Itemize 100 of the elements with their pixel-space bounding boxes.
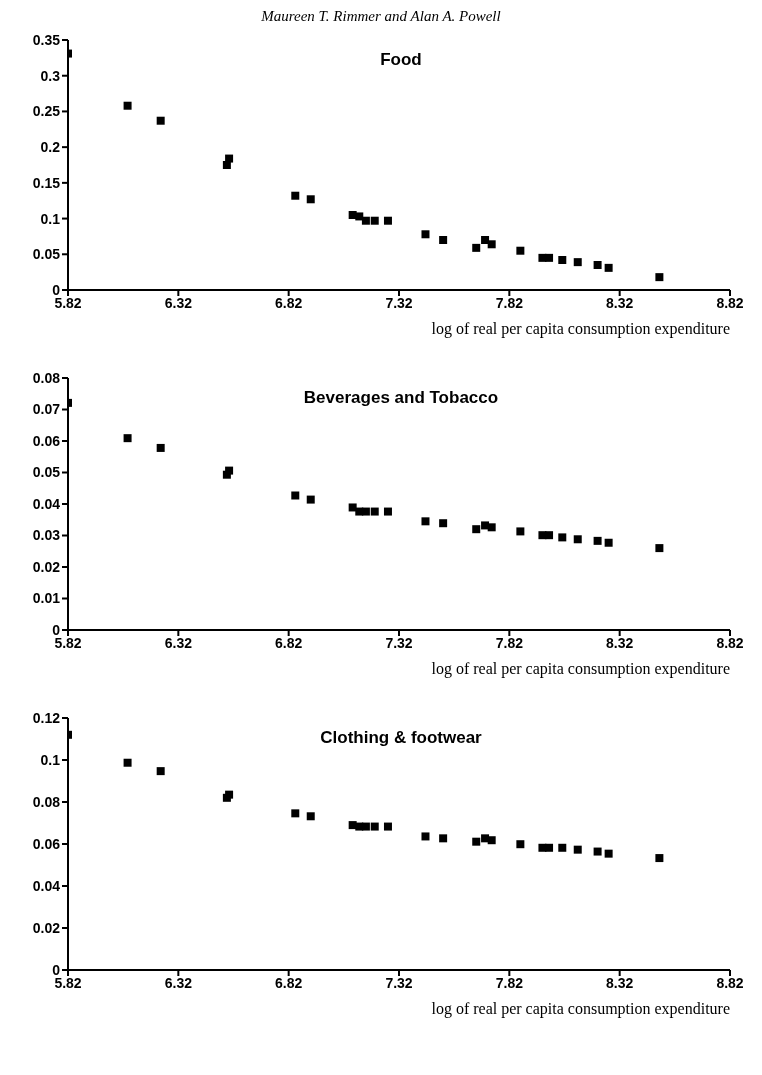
point — [370, 507, 379, 516]
y-tick-label: 0.04 — [32, 877, 61, 894]
point — [558, 533, 567, 542]
x-tick-label: 7.32 — [385, 634, 413, 651]
point — [487, 836, 496, 845]
point — [604, 849, 613, 858]
x-tick-label: 7.32 — [385, 294, 413, 311]
point — [545, 531, 554, 540]
point — [487, 240, 496, 249]
point — [481, 521, 490, 530]
x-tick-label: 8.32 — [606, 634, 634, 651]
point — [655, 544, 664, 553]
y-tick-label: 0.03 — [32, 527, 61, 544]
x-tick-label: 6.82 — [275, 974, 303, 991]
point — [472, 525, 481, 534]
point — [593, 536, 602, 545]
point — [421, 230, 430, 239]
x-axis-title: log of real per capita consumption expenditure — [430, 1000, 731, 1018]
point — [604, 538, 613, 547]
point — [655, 273, 664, 282]
y-tick-label: 0.1 — [40, 751, 61, 768]
point — [291, 191, 300, 200]
point — [291, 491, 300, 500]
point — [383, 822, 392, 831]
point — [593, 261, 602, 269]
x-tick-label: 6.32 — [164, 634, 193, 651]
x-tick-label: 8.82 — [716, 974, 744, 991]
point — [123, 101, 132, 110]
point — [516, 840, 525, 849]
text: Beverages and Tobacco — [303, 388, 499, 407]
text: Clothing & footwear — [319, 728, 483, 748]
point — [123, 758, 132, 767]
y-tick-label: 0.01 — [32, 590, 61, 607]
y-tick-label: 0.2 — [40, 139, 61, 156]
y-tick-label: 0.08 — [32, 369, 61, 386]
point — [306, 812, 315, 821]
x-axis-title: log of real per capita consumption expenditure — [430, 660, 731, 678]
point — [383, 216, 392, 225]
point — [604, 263, 613, 272]
y-tick-label: 0.3 — [40, 67, 61, 84]
y-tick-label: 0.07 — [32, 401, 61, 418]
point — [472, 837, 481, 846]
x-tick-label: 7.82 — [495, 974, 524, 991]
point — [573, 535, 582, 544]
point — [225, 466, 234, 475]
point — [370, 216, 379, 225]
x-tick-label: 7.82 — [495, 294, 524, 311]
point — [421, 832, 430, 841]
point — [355, 212, 364, 221]
point — [481, 834, 490, 843]
x-tick-label: 7.82 — [495, 634, 524, 651]
y-tick-label: 0.08 — [32, 793, 61, 810]
point — [472, 243, 481, 252]
point — [593, 847, 602, 856]
y-tick-label: 0.15 — [32, 174, 61, 191]
y-tick-label: 0.25 — [32, 103, 61, 120]
point — [383, 507, 392, 516]
point — [439, 834, 448, 843]
x-tick-label: 6.82 — [275, 634, 303, 651]
y-tick-label: 0.12 — [32, 709, 61, 726]
y-tick-label: 0.02 — [32, 919, 61, 936]
point — [306, 195, 315, 204]
text: Maureen T. Rimmer and Alan A. Powell — [260, 8, 502, 26]
point — [545, 843, 554, 852]
x-tick-label: 6.32 — [164, 974, 193, 991]
y-tick-label: 0.02 — [32, 558, 61, 575]
point — [558, 843, 567, 852]
point — [573, 845, 582, 854]
point — [225, 154, 234, 163]
point — [370, 822, 379, 831]
x-tick-label: 6.82 — [275, 294, 303, 311]
point — [156, 767, 165, 776]
point — [348, 503, 357, 512]
point — [361, 822, 370, 831]
text: Food — [380, 50, 422, 69]
y-tick-label: 0.05 — [32, 464, 61, 481]
point — [655, 854, 664, 863]
point — [573, 258, 582, 267]
point — [156, 443, 165, 452]
point — [439, 236, 448, 244]
x-tick-label: 7.32 — [385, 974, 413, 991]
x-axis-title: log of real per capita consumption expenditure — [430, 320, 731, 338]
point — [421, 517, 430, 526]
point — [545, 253, 554, 262]
y-tick-label: 0.1 — [40, 210, 61, 227]
point — [156, 116, 165, 125]
point — [516, 527, 525, 536]
point — [291, 809, 300, 818]
point — [123, 434, 132, 443]
y-tick-label: 0.06 — [32, 432, 61, 449]
y-tick-label: 0.05 — [32, 246, 61, 263]
point — [306, 495, 315, 504]
point — [361, 507, 370, 516]
point — [516, 246, 525, 255]
point — [558, 256, 567, 264]
point — [487, 523, 496, 532]
point — [439, 519, 448, 528]
x-tick-label: 6.32 — [164, 294, 193, 311]
x-tick-label: 8.32 — [606, 294, 634, 311]
y-tick-label: 0.06 — [32, 835, 61, 852]
